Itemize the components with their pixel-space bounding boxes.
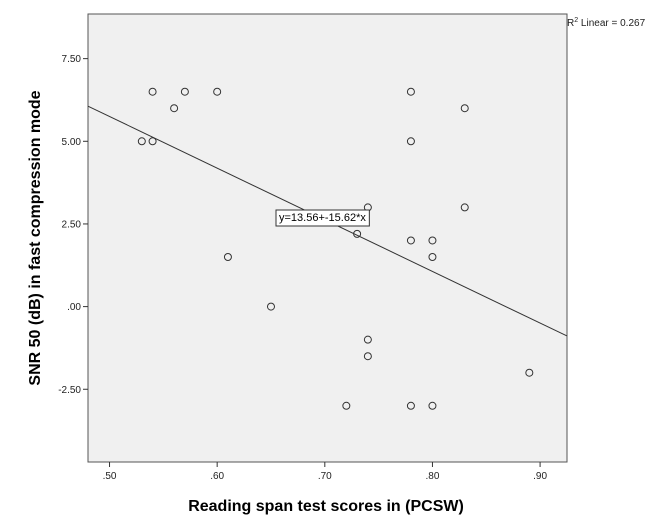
data-point	[406, 87, 415, 96]
y-axis: -2.50 .00 2.50 5.00 7.50	[58, 54, 88, 396]
data-point	[428, 253, 437, 262]
data-point	[428, 236, 437, 245]
data-point	[170, 104, 179, 113]
data-point	[148, 87, 157, 96]
plot-area	[87, 13, 568, 463]
y-tick-label: -2.50	[58, 385, 81, 396]
fit-equation-label: y=13.56+-15.62*x	[279, 212, 366, 224]
data-point	[148, 137, 157, 146]
r-squared-symbol: R	[567, 18, 574, 29]
r-squared-value: Linear = 0.267	[578, 18, 645, 29]
data-point	[363, 352, 372, 361]
data-point	[406, 401, 415, 410]
x-tick-label: .50	[103, 471, 117, 482]
data-point	[428, 401, 437, 410]
data-point	[223, 253, 232, 262]
x-axis-title: Reading span test scores in (PCSW)	[188, 498, 464, 515]
y-tick-label: 5.00	[62, 137, 82, 148]
r-squared-label: R2 Linear = 0.267	[567, 17, 646, 29]
x-tick-label: .80	[425, 471, 439, 482]
data-point	[460, 104, 469, 113]
data-point	[460, 203, 469, 212]
x-tick-label: .90	[533, 471, 547, 482]
data-point	[525, 368, 534, 377]
y-tick-label: 7.50	[62, 54, 82, 65]
r-squared-superscript: 2	[574, 17, 578, 24]
data-point	[406, 236, 415, 245]
data-points	[137, 87, 534, 410]
data-point	[406, 137, 415, 146]
y-tick-label: 2.50	[62, 219, 82, 230]
data-point	[213, 87, 222, 96]
data-point	[137, 137, 146, 146]
x-axis: .50 .60 .70 .80 .90	[103, 462, 547, 482]
data-point	[342, 401, 351, 410]
data-point	[363, 335, 372, 344]
y-tick-label: .00	[67, 302, 81, 313]
data-point	[266, 302, 275, 311]
x-tick-label: .70	[318, 471, 332, 482]
x-tick-label: .60	[210, 471, 224, 482]
fit-equation-box: y=13.56+-15.62*x	[275, 209, 370, 227]
y-axis-title: SNR 50 (dB) in fast compression mode	[27, 90, 44, 385]
data-point	[353, 229, 362, 238]
data-point	[180, 87, 189, 96]
